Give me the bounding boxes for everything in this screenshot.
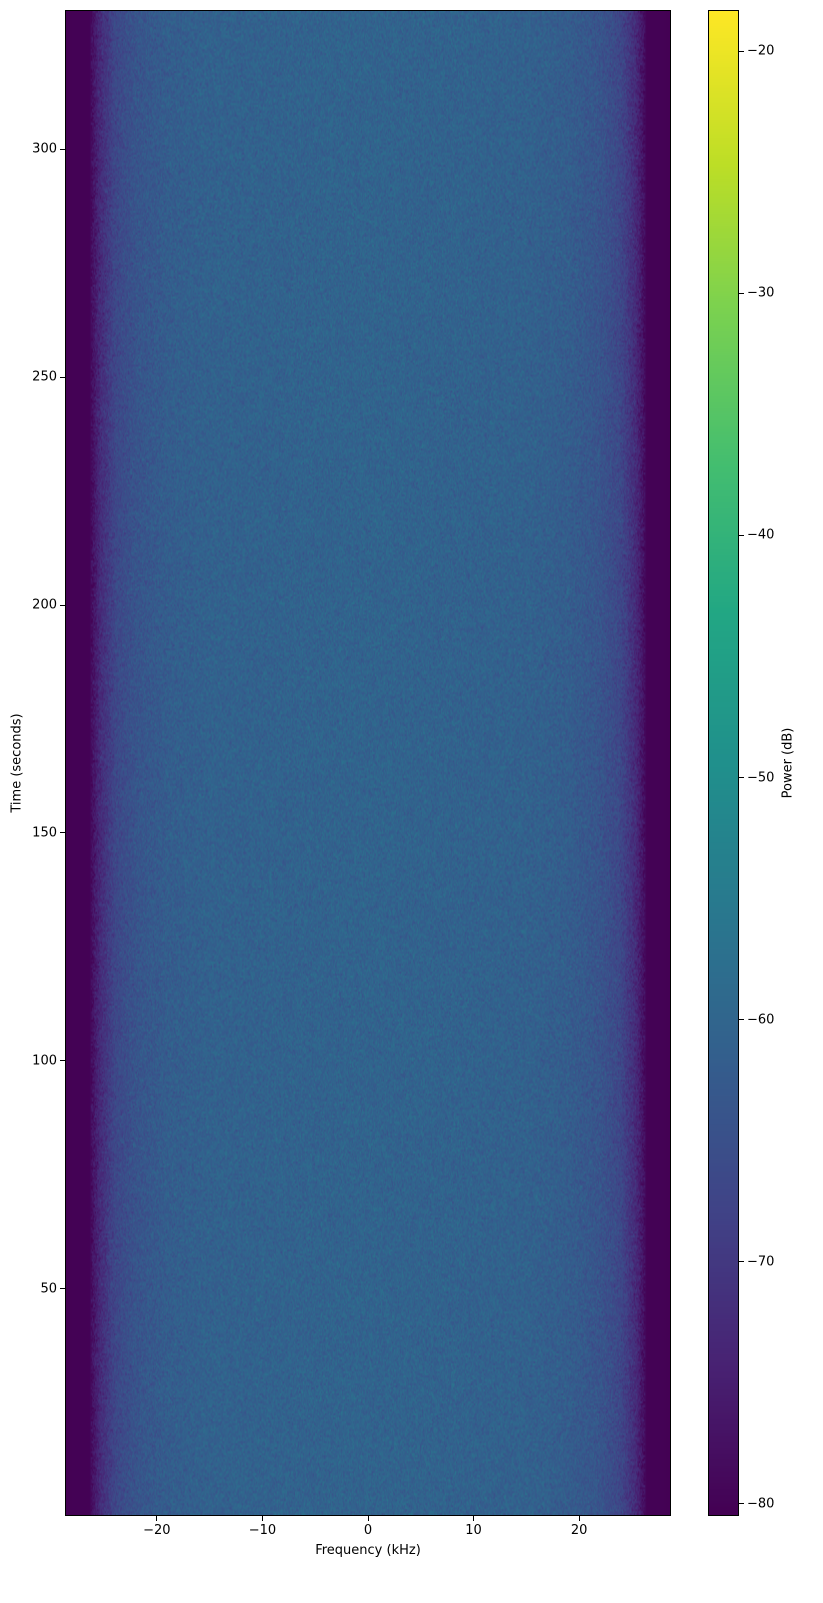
y-tick-label: 50 bbox=[40, 1281, 57, 1296]
y-tick-label: 100 bbox=[32, 1053, 57, 1068]
colorbar-tick-label: −30 bbox=[747, 286, 774, 301]
colorbar-tick-mark bbox=[739, 1261, 744, 1262]
y-axis-label: Time (seconds) bbox=[10, 713, 25, 812]
colorbar-tick-label: −50 bbox=[747, 770, 774, 785]
colorbar-tick-label: −70 bbox=[747, 1254, 774, 1269]
colorbar-tick-label: −80 bbox=[747, 1496, 774, 1511]
x-tick-label: −20 bbox=[143, 1523, 170, 1538]
y-tick-mark bbox=[60, 832, 65, 833]
colorbar-tick-mark bbox=[739, 51, 744, 52]
x-tick-label: 20 bbox=[571, 1523, 588, 1538]
y-tick-label: 150 bbox=[32, 825, 57, 840]
x-axis-label: Frequency (kHz) bbox=[315, 1543, 421, 1558]
y-tick-label: 200 bbox=[32, 598, 57, 613]
x-tick-mark bbox=[579, 1516, 580, 1521]
colorbar-tick-mark bbox=[739, 293, 744, 294]
colorbar-tick-mark bbox=[739, 535, 744, 536]
y-tick-mark bbox=[60, 605, 65, 606]
colorbar-tick-label: −60 bbox=[747, 1012, 774, 1027]
y-tick-label: 250 bbox=[32, 370, 57, 385]
y-tick-mark bbox=[60, 377, 65, 378]
spectrogram-image bbox=[66, 11, 670, 1515]
y-tick-mark bbox=[60, 1288, 65, 1289]
colorbar-tick-label: −40 bbox=[747, 528, 774, 543]
colorbar-label: Power (dB) bbox=[781, 728, 796, 799]
x-tick-label: 10 bbox=[465, 1523, 482, 1538]
colorbar-tick-mark bbox=[739, 1019, 744, 1020]
y-tick-mark bbox=[60, 149, 65, 150]
x-tick-label: −10 bbox=[249, 1523, 276, 1538]
colorbar-tick-label: −20 bbox=[747, 44, 774, 59]
x-tick-mark bbox=[156, 1516, 157, 1521]
x-tick-mark bbox=[473, 1516, 474, 1521]
y-tick-mark bbox=[60, 1060, 65, 1061]
x-tick-mark bbox=[368, 1516, 369, 1521]
colorbar-tick-mark bbox=[739, 777, 744, 778]
colorbar-tick-mark bbox=[739, 1503, 744, 1504]
x-tick-mark bbox=[262, 1516, 263, 1521]
colorbar bbox=[708, 10, 739, 1516]
spectrogram-plot-area bbox=[65, 10, 671, 1516]
x-tick-label: 0 bbox=[364, 1523, 372, 1538]
colorbar-gradient bbox=[709, 11, 738, 1515]
y-tick-label: 300 bbox=[32, 142, 57, 157]
